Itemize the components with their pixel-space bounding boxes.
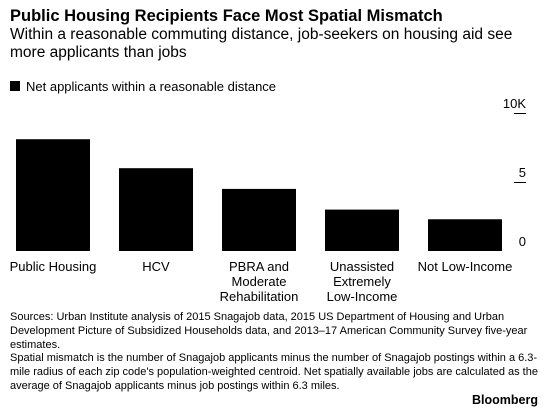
x-tick-label-line: HCV bbox=[142, 259, 170, 274]
bloomberg-logo: Bloomberg bbox=[472, 393, 538, 407]
x-tick-label-line: Moderate bbox=[232, 274, 287, 289]
bar-3 bbox=[325, 209, 399, 251]
x-tick-label-4: Not Low-Income bbox=[418, 259, 513, 274]
x-tick-label-3: Unassisted Extremely Low-Income bbox=[327, 259, 398, 304]
x-tick-label-line: Not Low-Income bbox=[418, 259, 513, 274]
legend: Net applicants within a reasonable dista… bbox=[10, 77, 276, 95]
chart-subtitle: Within a reasonable commuting distance, … bbox=[10, 26, 513, 61]
y-tick-label-0: 0 bbox=[519, 234, 526, 249]
bar-1 bbox=[119, 168, 193, 251]
x-tick-label-1: HCV bbox=[142, 259, 170, 274]
bar-2 bbox=[222, 188, 296, 251]
y-tick-label-2: 10K bbox=[503, 96, 526, 111]
footnote-note: Spatial mismatch is the number of Snagaj… bbox=[10, 352, 538, 392]
bar-4 bbox=[428, 219, 502, 251]
x-tick-label-line: Extremely bbox=[333, 274, 391, 289]
x-tick-label-line: Unassisted bbox=[330, 259, 394, 274]
footnote-sources: Sources: Urban Institute analysis of 201… bbox=[10, 311, 528, 351]
x-tick-label-line: PBRA and bbox=[229, 259, 289, 274]
x-tick-label-line: Low-Income bbox=[327, 289, 398, 304]
x-tick-label-2: PBRA and Moderate Rehabilitation bbox=[220, 259, 299, 304]
y-tick-label-1: 5 bbox=[519, 165, 526, 180]
footnote: Sources: Urban Institute analysis of 201… bbox=[10, 311, 540, 394]
bar-0 bbox=[16, 139, 90, 251]
legend-label: Net applicants within a reasonable dista… bbox=[26, 78, 277, 94]
legend-swatch bbox=[10, 81, 20, 91]
x-tick-label-0: Public Housing bbox=[10, 259, 97, 274]
x-tick-label-line: Rehabilitation bbox=[220, 289, 299, 304]
x-tick-label-line: Public Housing bbox=[10, 259, 97, 274]
chart-title: Public Housing Recipients Face Most Spat… bbox=[10, 7, 443, 25]
